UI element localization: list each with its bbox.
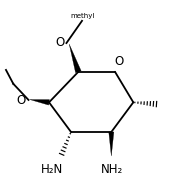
Polygon shape — [30, 100, 49, 105]
Text: O: O — [55, 36, 65, 49]
Polygon shape — [69, 44, 81, 73]
Polygon shape — [109, 132, 114, 156]
Text: NH₂: NH₂ — [101, 163, 123, 176]
Text: O: O — [17, 94, 26, 107]
Text: O: O — [114, 55, 123, 68]
Text: methyl: methyl — [71, 13, 95, 19]
Text: H₂N: H₂N — [41, 163, 63, 176]
